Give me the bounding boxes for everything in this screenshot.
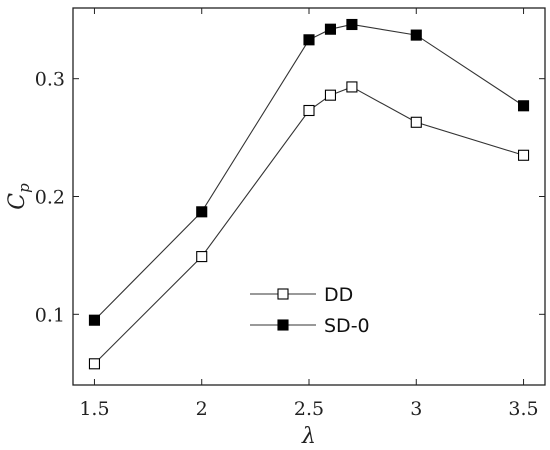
data-point: [303, 104, 315, 117]
data-point: [346, 81, 358, 93]
data-point: [303, 34, 315, 46]
x-tick-label: 2.5: [294, 398, 324, 420]
axis-ticks: [73, 8, 545, 385]
data-point: [517, 100, 530, 112]
data-point: [410, 116, 422, 128]
tick-labels: 1.5 2 2.5 3 3.5 0.1 0.2 0.3: [35, 69, 539, 420]
series-layer: [88, 18, 530, 370]
data-point: [196, 251, 208, 263]
x-tick-label: 2: [196, 398, 208, 420]
plot-frame: [72, 7, 546, 386]
y-tick-label: 0.1: [35, 304, 65, 326]
legend-item: DD: [250, 284, 353, 306]
legend-label: DD: [324, 284, 353, 306]
data-point: [88, 358, 101, 370]
series-sd-0: [88, 18, 530, 326]
y-tick-label: 0.2: [35, 187, 65, 209]
x-tick-label: 3.5: [508, 398, 538, 420]
series-dd: [88, 81, 530, 370]
y-tick-label: 0.3: [35, 69, 65, 91]
x-tick-label: 1.5: [79, 398, 109, 420]
legend: DD SD-0: [250, 284, 370, 337]
data-point: [196, 206, 208, 218]
y-axis-label: Cp: [5, 183, 33, 210]
data-point: [517, 149, 530, 161]
series-line: [94, 23, 524, 321]
data-point: [324, 23, 337, 35]
series-line: [94, 86, 524, 365]
legend-marker: [277, 288, 289, 300]
data-point: [324, 89, 337, 101]
data-point: [346, 18, 358, 31]
legend-marker: [277, 319, 289, 331]
x-axis-label: λ: [301, 424, 316, 449]
legend-item: SD-0: [250, 315, 370, 337]
x-tick-label: 3: [410, 398, 422, 420]
data-point: [410, 29, 422, 41]
legend-label: SD-0: [324, 315, 370, 337]
data-point: [88, 314, 101, 326]
